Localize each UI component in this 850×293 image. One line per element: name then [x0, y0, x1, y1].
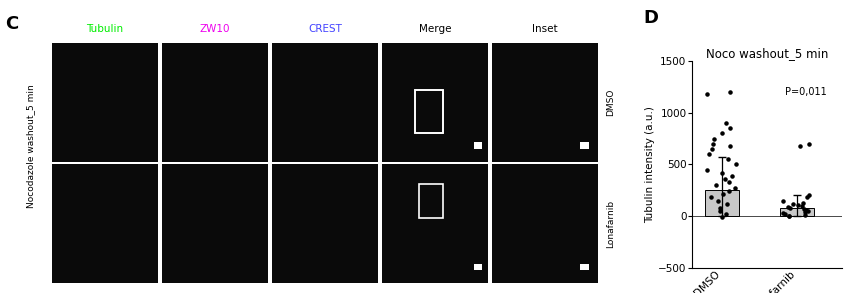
Text: Lonafarnib: Lonafarnib: [606, 200, 615, 248]
Bar: [473, 264, 482, 270]
Bar: [415, 90, 443, 133]
Text: DMSO: DMSO: [606, 89, 615, 116]
Bar: [162, 164, 269, 283]
Text: CREST: CREST: [308, 23, 342, 34]
Bar: [52, 164, 158, 283]
Text: ZW10: ZW10: [200, 23, 230, 34]
Bar: [52, 43, 158, 162]
Text: Inset: Inset: [532, 23, 558, 34]
Bar: [581, 142, 589, 149]
Bar: [272, 43, 378, 162]
Bar: [418, 184, 443, 218]
Bar: [473, 142, 482, 149]
Bar: [382, 164, 488, 283]
Bar: [382, 43, 488, 162]
Bar: [50, 162, 600, 164]
Text: D: D: [643, 9, 659, 27]
Text: C: C: [5, 15, 18, 33]
Bar: [415, 90, 443, 133]
Bar: [272, 164, 378, 283]
Text: Nocodazole washout_5 min: Nocodazole washout_5 min: [26, 85, 35, 208]
Bar: [581, 264, 589, 270]
Bar: [492, 43, 598, 162]
Bar: [162, 43, 269, 162]
Text: Merge: Merge: [419, 23, 451, 34]
Bar: [492, 164, 598, 283]
Text: Tubulin: Tubulin: [87, 23, 123, 34]
